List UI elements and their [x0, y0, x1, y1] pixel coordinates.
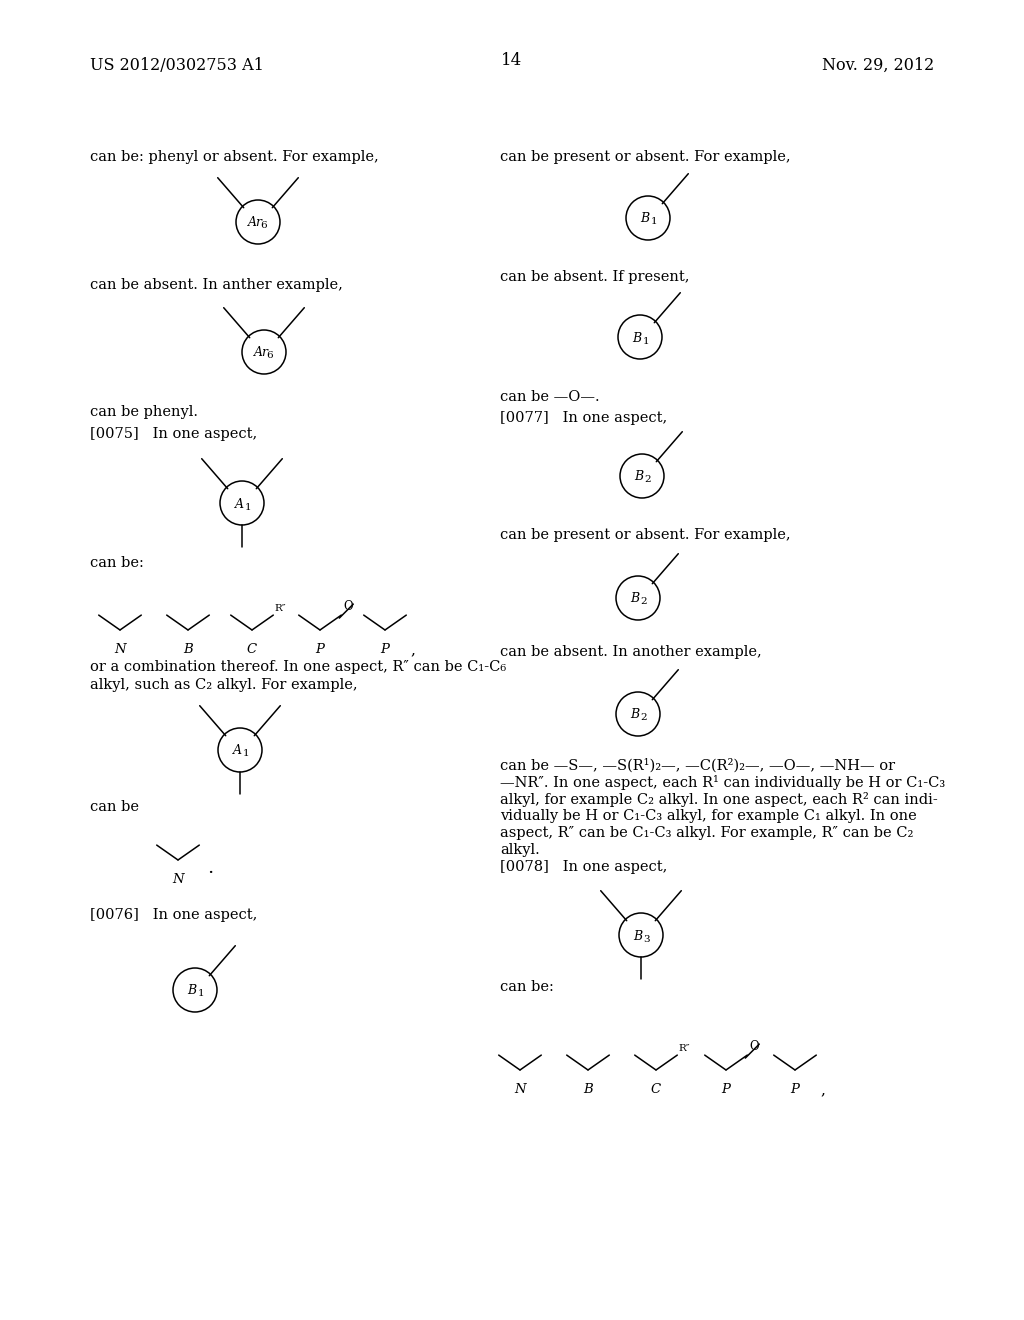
- Text: C: C: [247, 643, 257, 656]
- Text: B: B: [640, 213, 649, 226]
- Text: ,: ,: [411, 643, 415, 657]
- Text: B: B: [635, 470, 643, 483]
- Text: US 2012/0302753 A1: US 2012/0302753 A1: [90, 57, 264, 74]
- Text: P: P: [315, 643, 325, 656]
- Text: B: B: [187, 985, 197, 998]
- Text: can be absent. In another example,: can be absent. In another example,: [500, 645, 762, 659]
- Text: 6: 6: [266, 351, 273, 360]
- Text: A: A: [234, 498, 244, 511]
- Text: 1: 1: [643, 337, 649, 346]
- Text: can be present or absent. For example,: can be present or absent. For example,: [500, 528, 791, 543]
- Text: can be:: can be:: [90, 556, 144, 570]
- Text: N: N: [172, 873, 184, 886]
- Text: N: N: [115, 643, 126, 656]
- Text: can be present or absent. For example,: can be present or absent. For example,: [500, 150, 791, 164]
- Text: P: P: [791, 1082, 800, 1096]
- Text: [0075]   In one aspect,: [0075] In one aspect,: [90, 426, 257, 441]
- Text: 1: 1: [243, 750, 249, 759]
- Text: [0076]   In one aspect,: [0076] In one aspect,: [90, 908, 257, 921]
- Text: R″: R″: [274, 605, 286, 612]
- Text: 6: 6: [261, 222, 267, 231]
- Text: alkyl, such as C₂ alkyl. For example,: alkyl, such as C₂ alkyl. For example,: [90, 678, 357, 692]
- Text: 2: 2: [645, 475, 651, 484]
- Text: can be —S—, —S(R¹)₂—, —C(R²)₂—, —O—, —NH— or: can be —S—, —S(R¹)₂—, —C(R²)₂—, —O—, —NH…: [500, 758, 895, 772]
- Text: Nov. 29, 2012: Nov. 29, 2012: [821, 57, 934, 74]
- Text: C: C: [651, 1082, 662, 1096]
- Text: ,: ,: [820, 1082, 825, 1097]
- Text: 2: 2: [641, 598, 647, 606]
- Text: can be: can be: [90, 800, 139, 814]
- Text: or a combination thereof. In one aspect, R″ can be C₁-C₆: or a combination thereof. In one aspect,…: [90, 660, 506, 675]
- Text: N: N: [514, 1082, 525, 1096]
- Text: O: O: [750, 1040, 759, 1053]
- Text: 3: 3: [644, 935, 650, 944]
- Text: B: B: [634, 929, 643, 942]
- Text: .: .: [207, 859, 214, 876]
- Text: alkyl.: alkyl.: [500, 843, 540, 857]
- Text: B: B: [631, 593, 640, 606]
- Text: A: A: [232, 744, 242, 758]
- Text: Ar: Ar: [248, 216, 262, 230]
- Text: can be —O—.: can be —O—.: [500, 389, 600, 404]
- Text: B: B: [583, 1082, 593, 1096]
- Text: aspect, R″ can be C₁-C₃ alkyl. For example, R″ can be C₂: aspect, R″ can be C₁-C₃ alkyl. For examp…: [500, 826, 913, 840]
- Text: alkyl, for example C₂ alkyl. In one aspect, each R² can indi-: alkyl, for example C₂ alkyl. In one aspe…: [500, 792, 938, 807]
- Text: [0077]   In one aspect,: [0077] In one aspect,: [500, 411, 668, 425]
- Text: —NR″. In one aspect, each R¹ can individually be H or C₁-C₃: —NR″. In one aspect, each R¹ can individ…: [500, 775, 945, 789]
- Text: B: B: [183, 643, 193, 656]
- Text: 2: 2: [641, 714, 647, 722]
- Text: can be: phenyl or absent. For example,: can be: phenyl or absent. For example,: [90, 150, 379, 164]
- Text: 1: 1: [198, 990, 205, 998]
- Text: can be:: can be:: [500, 979, 554, 994]
- Text: P: P: [722, 1082, 730, 1096]
- Text: [0078]   In one aspect,: [0078] In one aspect,: [500, 861, 668, 874]
- Text: Ar: Ar: [254, 346, 268, 359]
- Text: can be absent. If present,: can be absent. If present,: [500, 271, 689, 284]
- Text: can be absent. In anther example,: can be absent. In anther example,: [90, 279, 343, 292]
- Text: P: P: [381, 643, 389, 656]
- Text: R″: R″: [678, 1044, 690, 1053]
- Text: B: B: [633, 331, 642, 345]
- Text: 1: 1: [650, 218, 657, 227]
- Text: 14: 14: [502, 51, 522, 69]
- Text: 1: 1: [245, 503, 251, 511]
- Text: can be phenyl.: can be phenyl.: [90, 405, 198, 418]
- Text: vidually be H or C₁-C₃ alkyl, for example C₁ alkyl. In one: vidually be H or C₁-C₃ alkyl, for exampl…: [500, 809, 916, 822]
- Text: B: B: [631, 709, 640, 722]
- Text: O: O: [343, 601, 353, 612]
